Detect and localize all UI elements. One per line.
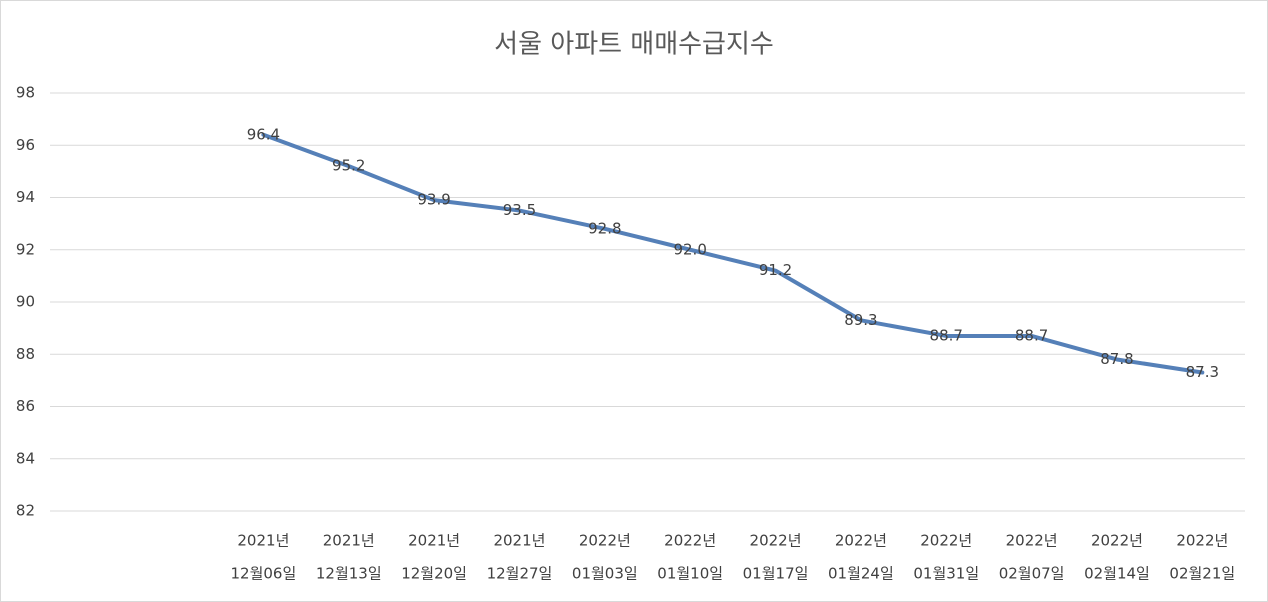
x-tick-label: 12월27일: [487, 565, 553, 583]
x-tick-label: 12월20일: [401, 565, 467, 583]
x-tick-label: 2021년: [323, 532, 375, 550]
data-label: 88.7: [1015, 326, 1048, 344]
x-tick-label: 01월31일: [913, 565, 979, 583]
data-label: 91.2: [759, 261, 792, 279]
series-line: [261, 132, 1205, 375]
x-tick-label: 01월03일: [572, 565, 638, 583]
data-label: 93.9: [417, 191, 450, 209]
data-label: 95.2: [332, 157, 365, 175]
x-tick-label: 02월14일: [1084, 565, 1150, 583]
x-tick-label: 2022년: [750, 532, 802, 550]
y-tick-label: 86: [16, 397, 35, 415]
x-tick-label: 12월13일: [316, 565, 382, 583]
y-tick-label: 82: [16, 502, 35, 520]
y-tick-label: 92: [16, 240, 35, 258]
data-label: 88.7: [930, 326, 963, 344]
x-tick-label: 02월07일: [999, 565, 1065, 583]
data-label: 93.5: [503, 201, 536, 219]
data-label: 96.4: [247, 125, 280, 143]
x-tick-label: 02월21일: [1169, 565, 1235, 583]
data-label: 87.8: [1100, 350, 1133, 368]
x-tick-label: 2022년: [1176, 532, 1228, 550]
y-tick-label: 88: [16, 345, 35, 363]
x-tick-label: 12월06일: [231, 565, 297, 583]
y-tick-label: 96: [16, 136, 35, 154]
x-tick-label: 01월17일: [743, 565, 809, 583]
data-label: 92.0: [673, 240, 706, 258]
y-tick-label: 94: [16, 188, 35, 206]
x-tick-label: 2021년: [408, 532, 460, 550]
data-label: 89.3: [844, 311, 877, 329]
data-label: 92.8: [588, 219, 621, 237]
x-tick-label: 2022년: [664, 532, 716, 550]
x-tick-label: 01월24일: [828, 565, 894, 583]
x-tick-label: 2022년: [1006, 532, 1058, 550]
y-tick-label: 98: [16, 84, 35, 102]
data-label: 87.3: [1186, 363, 1219, 381]
chart-title: 서울 아파트 매매수급지수: [494, 30, 774, 60]
x-tick-label: 2021년: [237, 532, 289, 550]
x-tick-label: 2022년: [579, 532, 631, 550]
x-tick-label: 2021년: [493, 532, 545, 550]
x-tick-label: 2022년: [920, 532, 972, 550]
x-tick-label: 2022년: [1091, 532, 1143, 550]
y-tick-label: 90: [16, 293, 35, 311]
x-tick-label: 01월10일: [657, 565, 723, 583]
x-tick-label: 2022년: [835, 532, 887, 550]
y-tick-label: 84: [16, 449, 35, 467]
